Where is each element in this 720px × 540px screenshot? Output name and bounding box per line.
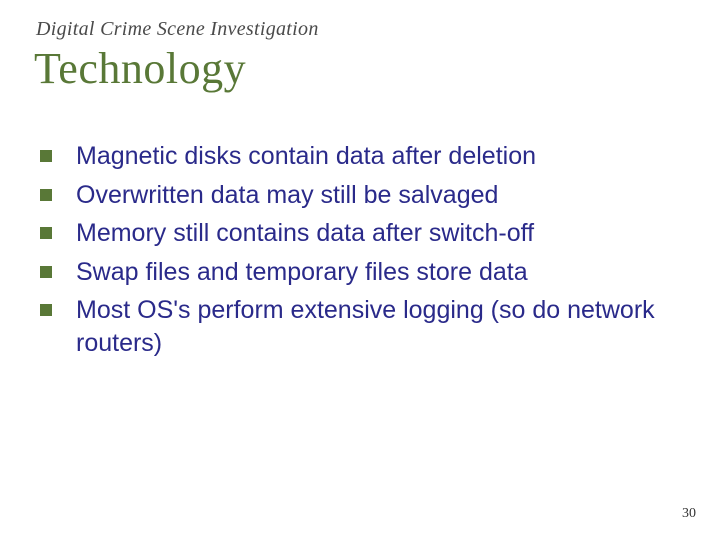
bullet-text: Overwritten data may still be salvaged bbox=[76, 179, 498, 212]
bullet-text: Memory still contains data after switch-… bbox=[76, 217, 534, 250]
square-bullet-icon bbox=[40, 227, 52, 239]
slide-title: Technology bbox=[34, 43, 688, 94]
list-item: Memory still contains data after switch-… bbox=[40, 217, 688, 250]
bullet-text: Magnetic disks contain data after deleti… bbox=[76, 140, 536, 173]
list-item: Magnetic disks contain data after deleti… bbox=[40, 140, 688, 173]
square-bullet-icon bbox=[40, 266, 52, 278]
slide-subtitle: Digital Crime Scene Investigation bbox=[36, 18, 688, 41]
square-bullet-icon bbox=[40, 189, 52, 201]
page-number: 30 bbox=[682, 506, 696, 522]
bullet-text: Most OS's perform extensive logging (so … bbox=[76, 294, 688, 359]
list-item: Swap files and temporary files store dat… bbox=[40, 256, 688, 289]
bullet-list: Magnetic disks contain data after deleti… bbox=[40, 140, 688, 359]
list-item: Most OS's perform extensive logging (so … bbox=[40, 294, 688, 359]
list-item: Overwritten data may still be salvaged bbox=[40, 179, 688, 212]
square-bullet-icon bbox=[40, 150, 52, 162]
bullet-text: Swap files and temporary files store dat… bbox=[76, 256, 528, 289]
square-bullet-icon bbox=[40, 304, 52, 316]
